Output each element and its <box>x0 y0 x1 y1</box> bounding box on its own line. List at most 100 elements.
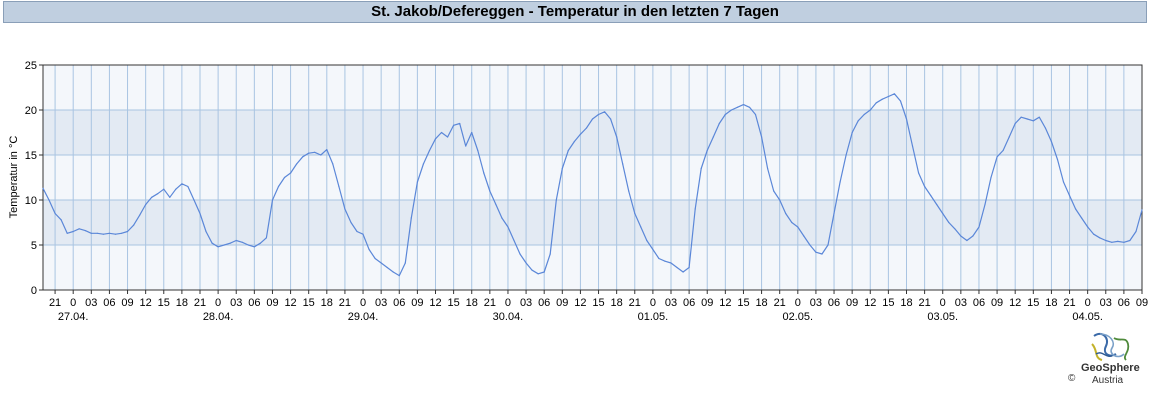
data-point <box>1081 217 1083 219</box>
day-label: 27.04. <box>58 311 89 323</box>
data-point <box>398 275 400 277</box>
data-point <box>277 185 280 188</box>
data-point <box>1020 116 1022 118</box>
data-point <box>682 271 684 273</box>
data-point <box>465 145 467 147</box>
data-point <box>48 199 50 201</box>
data-point <box>887 95 890 98</box>
data-point <box>72 230 74 233</box>
data-point <box>133 224 135 226</box>
data-point <box>66 232 68 234</box>
data-point <box>1087 226 1089 228</box>
x-tick-label: 18 <box>1045 297 1057 309</box>
data-point <box>253 246 255 248</box>
data-point <box>108 232 110 234</box>
x-tick-label: 03 <box>810 297 822 309</box>
data-point <box>495 203 497 206</box>
x-tick-label: 06 <box>538 297 550 309</box>
x-tick-label: 21 <box>629 297 641 309</box>
data-point <box>1050 140 1052 143</box>
data-point <box>954 228 956 230</box>
data-point <box>265 237 267 239</box>
data-point <box>501 217 503 219</box>
x-tick-label: 15 <box>1027 297 1039 309</box>
data-point <box>561 167 563 170</box>
chart-title: St. Jakob/Defereggen - Temperatur in den… <box>3 1 1147 23</box>
data-point <box>911 145 914 147</box>
x-tick-label: 09 <box>556 297 568 309</box>
y-axis-ticks: 0 5 10 15 20 25 <box>25 60 43 297</box>
data-point <box>247 244 249 246</box>
data-point <box>700 167 702 170</box>
x-tick-label: 06 <box>393 297 405 309</box>
data-point <box>290 172 292 174</box>
data-point <box>706 149 708 152</box>
copyright-mark: © <box>1068 373 1076 384</box>
x-tick-label: 21 <box>49 297 61 309</box>
data-point <box>833 212 835 215</box>
data-point <box>730 109 733 111</box>
data-point <box>211 242 213 244</box>
data-point <box>754 113 757 116</box>
vertical-gridlines <box>54 65 1143 290</box>
data-point <box>416 181 418 183</box>
x-tick-label: 09 <box>121 297 133 309</box>
x-tick-label: 09 <box>1136 297 1148 309</box>
brand-subtitle: Austria <box>1092 375 1124 386</box>
x-tick-label: 0 <box>505 297 511 309</box>
data-point <box>773 190 775 192</box>
data-point <box>326 149 328 151</box>
data-point <box>869 109 871 111</box>
data-point <box>616 136 618 138</box>
data-point <box>942 212 944 215</box>
data-point <box>235 239 237 242</box>
data-point <box>151 196 153 198</box>
x-tick-label: 09 <box>846 297 858 309</box>
data-point <box>1056 158 1059 161</box>
x-tick-label: 21 <box>774 297 786 309</box>
data-point <box>658 257 660 260</box>
data-point <box>797 226 799 228</box>
y-tick-label: 0 <box>31 285 37 297</box>
brand-name: GeoSphere <box>1081 362 1140 374</box>
data-point <box>779 199 781 201</box>
data-point <box>1135 230 1137 233</box>
data-point <box>350 221 352 224</box>
x-tick-label: 06 <box>828 297 840 309</box>
data-point <box>585 127 588 129</box>
data-point <box>507 226 509 228</box>
data-point <box>905 118 908 120</box>
x-tick-label: 21 <box>484 297 496 309</box>
data-point <box>742 104 745 106</box>
data-point <box>362 233 364 235</box>
data-point <box>344 208 346 210</box>
data-point <box>428 149 431 152</box>
x-tick-label: 03 <box>375 297 387 309</box>
data-point <box>591 118 594 120</box>
x-tick-label: 03 <box>1100 297 1112 309</box>
x-tick-label: 06 <box>973 297 985 309</box>
data-point <box>875 102 877 104</box>
data-point <box>537 273 539 275</box>
data-point <box>881 98 883 100</box>
data-point <box>1111 241 1113 243</box>
geosphere-logo-icon <box>1091 332 1130 361</box>
data-point <box>193 199 195 201</box>
data-point <box>513 239 515 242</box>
data-point <box>84 230 86 232</box>
data-point <box>978 226 980 228</box>
data-point <box>483 172 485 174</box>
data-point <box>990 176 992 179</box>
data-point <box>126 230 129 233</box>
data-point <box>821 253 823 255</box>
y-tick-label: 5 <box>31 240 37 252</box>
day-label: 29.04. <box>348 311 379 323</box>
data-point <box>519 253 521 255</box>
data-point <box>936 203 938 206</box>
data-point <box>628 190 630 192</box>
data-point <box>259 242 261 244</box>
data-point <box>1075 208 1077 210</box>
data-point <box>748 106 751 108</box>
data-point <box>622 163 624 165</box>
